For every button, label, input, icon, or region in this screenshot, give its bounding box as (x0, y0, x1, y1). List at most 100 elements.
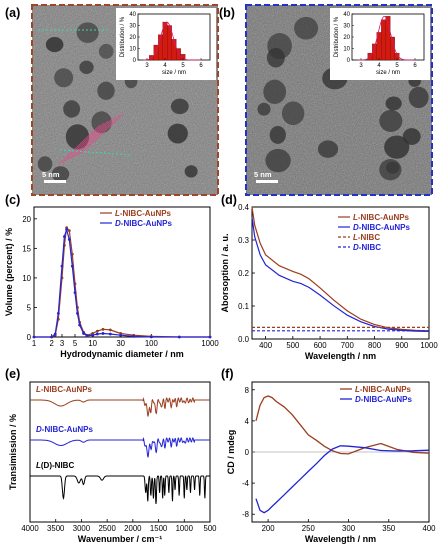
x-tick-label: 1000 (201, 339, 219, 348)
data-point (101, 332, 105, 335)
y-axis-label: Volume (percent) / % (4, 228, 14, 316)
chart-ftir: 4000 3500 3000 2500 2000 1500 1000 500 Wavenumbe… (8, 381, 217, 544)
x-tick-label: 2 (49, 339, 53, 348)
data-point (65, 228, 69, 231)
inset-ytick-label: 10 (343, 47, 350, 53)
lattice-fringe (73, 116, 117, 158)
data-point (50, 335, 54, 339)
x-tick-label: 500 (286, 341, 300, 350)
data-point (70, 264, 74, 268)
panel-b: (b) 5 nm 0 10 20 30 40 3 4 5 6 size / nm Distribut… (219, 4, 433, 196)
series-line (30, 475, 210, 505)
y-axis-label: CD / mdeg (226, 430, 236, 475)
x-tick-label: 4000 (21, 524, 39, 533)
inset-histogram-a: 0 10 20 30 40 3 4 5 6 size / nm Distribution / % (116, 8, 216, 80)
inset-xtick-label: 4 (163, 63, 167, 69)
nanoparticle (45, 36, 64, 53)
data-point (177, 335, 181, 339)
legend-entry: D-NIBC-AuNPs (353, 223, 410, 232)
data-point (56, 311, 60, 315)
legend-entry: L-NIBC-AuNPs (353, 213, 410, 222)
data-point (73, 291, 77, 295)
nanoparticle (269, 125, 286, 144)
nanoparticle (170, 98, 189, 115)
y-tick-label: 0.4 (238, 203, 250, 212)
lattice-fringe (81, 112, 125, 154)
x-tick-label: 1000 (176, 524, 194, 533)
x-tick-label: 1500 (150, 524, 168, 533)
data-point (208, 335, 212, 339)
scale-bar-text-a: 5 nm (42, 170, 60, 179)
x-tick-label: 500 (203, 524, 217, 533)
y-tick-label: 10 (22, 274, 31, 283)
legend-entry: D-NIBC-AuNPs (115, 219, 172, 228)
data-point (76, 311, 79, 315)
y-tick-label: 0.0 (238, 335, 250, 344)
nanoparticle (37, 156, 53, 172)
panel-label-e: (e) (5, 367, 20, 381)
data-point (95, 332, 99, 336)
nanoparticle (281, 101, 305, 126)
inset-xtick-label: 3 (145, 63, 149, 69)
nanoparticle (263, 79, 287, 104)
x-tick-label: 100 (145, 339, 159, 348)
inset-xtick-label: 6 (199, 63, 203, 69)
x-axis-label: Wavenumber / cm⁻¹ (78, 534, 162, 544)
nanoparticle (257, 102, 271, 116)
legend-entry: L-NIBC-AuNPs (115, 209, 172, 218)
data-point (108, 328, 112, 332)
data-point (85, 334, 89, 338)
data-point (119, 333, 123, 337)
x-tick-label: 300 (342, 524, 356, 533)
legend-entry: L-NIBC (353, 233, 380, 242)
nanoparticle (97, 81, 115, 100)
data-point (149, 335, 153, 339)
series-line (251, 206, 430, 332)
nanoparticle (63, 100, 81, 118)
x-tick-label: 1000 (420, 341, 438, 350)
inset-ytick-label: 0 (133, 58, 137, 64)
inset-ylabel: Distribution / % (334, 16, 340, 57)
inset-histogram-b: 0 10 20 30 40 3 4 5 6 size / nm Distribution / % (330, 8, 430, 80)
chart-uv-vis: 400 500 600 700 800 900 1000 0.0 0.1 0.2 0.3 0.4 Wav… (220, 203, 438, 361)
series-label: D-NIBC-AuNPs (36, 425, 93, 434)
series-line (251, 216, 430, 332)
inset-ytick-label: 40 (129, 12, 136, 18)
frame-b (245, 4, 433, 196)
gaussian-fit (357, 15, 415, 61)
data-point (67, 229, 71, 233)
x-tick-label: 2000 (124, 524, 142, 533)
nanoparticle (385, 96, 402, 111)
y-tick-label: -8 (242, 510, 249, 519)
y-tick-label: 0.1 (238, 302, 249, 311)
nanoparticle (79, 60, 94, 74)
legend-entry: D-NIBC-AuNPs (355, 395, 412, 404)
histogram-bar (381, 19, 386, 61)
nanoparticle (184, 165, 198, 178)
y-tick-label: -4 (242, 479, 250, 488)
x-tick-label: 400 (422, 524, 436, 533)
inset-ytick-label: 30 (343, 24, 350, 30)
x-tick-label: 350 (382, 524, 396, 533)
x-tick-label: 250 (302, 524, 316, 533)
nanoparticle (266, 47, 285, 68)
y-tick-label: 4 (245, 417, 250, 426)
series-line-d (34, 227, 210, 338)
y-tick-label: 0.2 (238, 269, 249, 278)
inset-xtick-label: 4 (377, 63, 381, 69)
lattice-fringe (57, 124, 101, 166)
legend-entry: D-NIBC (353, 243, 381, 252)
x-tick-label: 800 (368, 341, 382, 350)
inset-xtick-label: 5 (181, 63, 185, 69)
y-tick-label: 8 (245, 386, 249, 395)
nanoparticle (76, 22, 99, 43)
series-line (30, 397, 210, 418)
y-axis-label: Transimission / % (8, 414, 18, 490)
series-line (30, 437, 210, 458)
lattice-fringe (61, 122, 105, 164)
lattice-fringe (77, 114, 121, 156)
nanoparticle (379, 159, 402, 181)
x-tick-label: 600 (314, 341, 328, 350)
series-label: L-NIBC-AuNPs (36, 385, 93, 394)
